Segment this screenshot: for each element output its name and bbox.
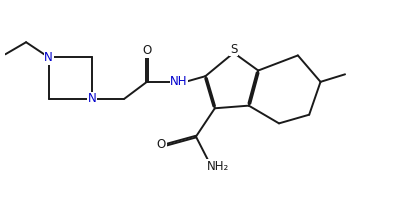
Text: S: S	[230, 42, 237, 56]
Text: O: O	[157, 138, 166, 151]
Text: NH₂: NH₂	[207, 159, 229, 172]
Text: N: N	[44, 51, 53, 64]
Text: NH: NH	[170, 75, 188, 88]
Text: N: N	[88, 92, 96, 105]
Text: O: O	[142, 44, 151, 57]
